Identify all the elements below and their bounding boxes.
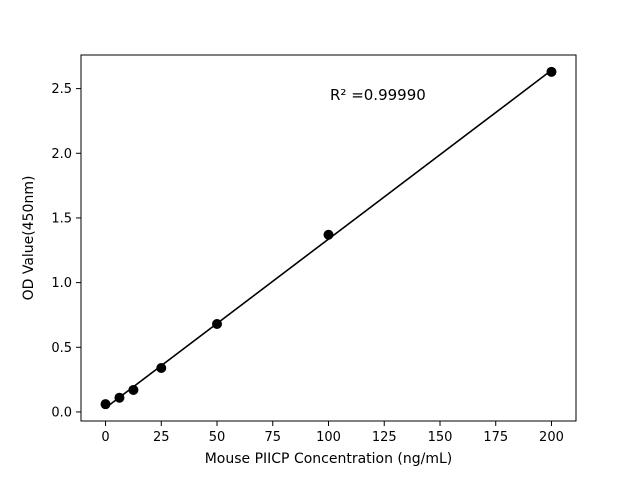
x-tick-label: 125 [372,430,397,445]
data-point [212,319,223,330]
y-tick-label: 2.0 [51,147,72,162]
x-tick-label: 75 [264,430,281,445]
data-point [546,66,557,77]
x-tick-label: 50 [209,430,226,445]
r-squared-annotation: R² =0.99990 [330,86,426,104]
x-tick-label: 100 [316,430,341,445]
data-point [100,399,111,410]
y-tick-label: 2.5 [51,82,72,97]
y-axis-label: OD Value(450nm) [21,176,37,301]
x-tick-label: 175 [483,430,508,445]
data-point [128,384,139,395]
y-tick-label: 1.0 [51,276,72,291]
x-tick-label: 150 [428,430,453,445]
y-tick-label: 1.5 [51,211,72,226]
y-tick-label: 0.0 [51,405,72,420]
data-point [114,392,125,403]
data-point [323,229,334,240]
data-point [156,362,167,373]
x-tick-label: 0 [101,430,109,445]
y-tick-label: 0.5 [51,341,72,356]
x-tick-label: 25 [153,430,170,445]
x-axis-label: Mouse PIICP Concentration (ng/mL) [205,451,453,467]
x-tick-label: 200 [539,430,564,445]
